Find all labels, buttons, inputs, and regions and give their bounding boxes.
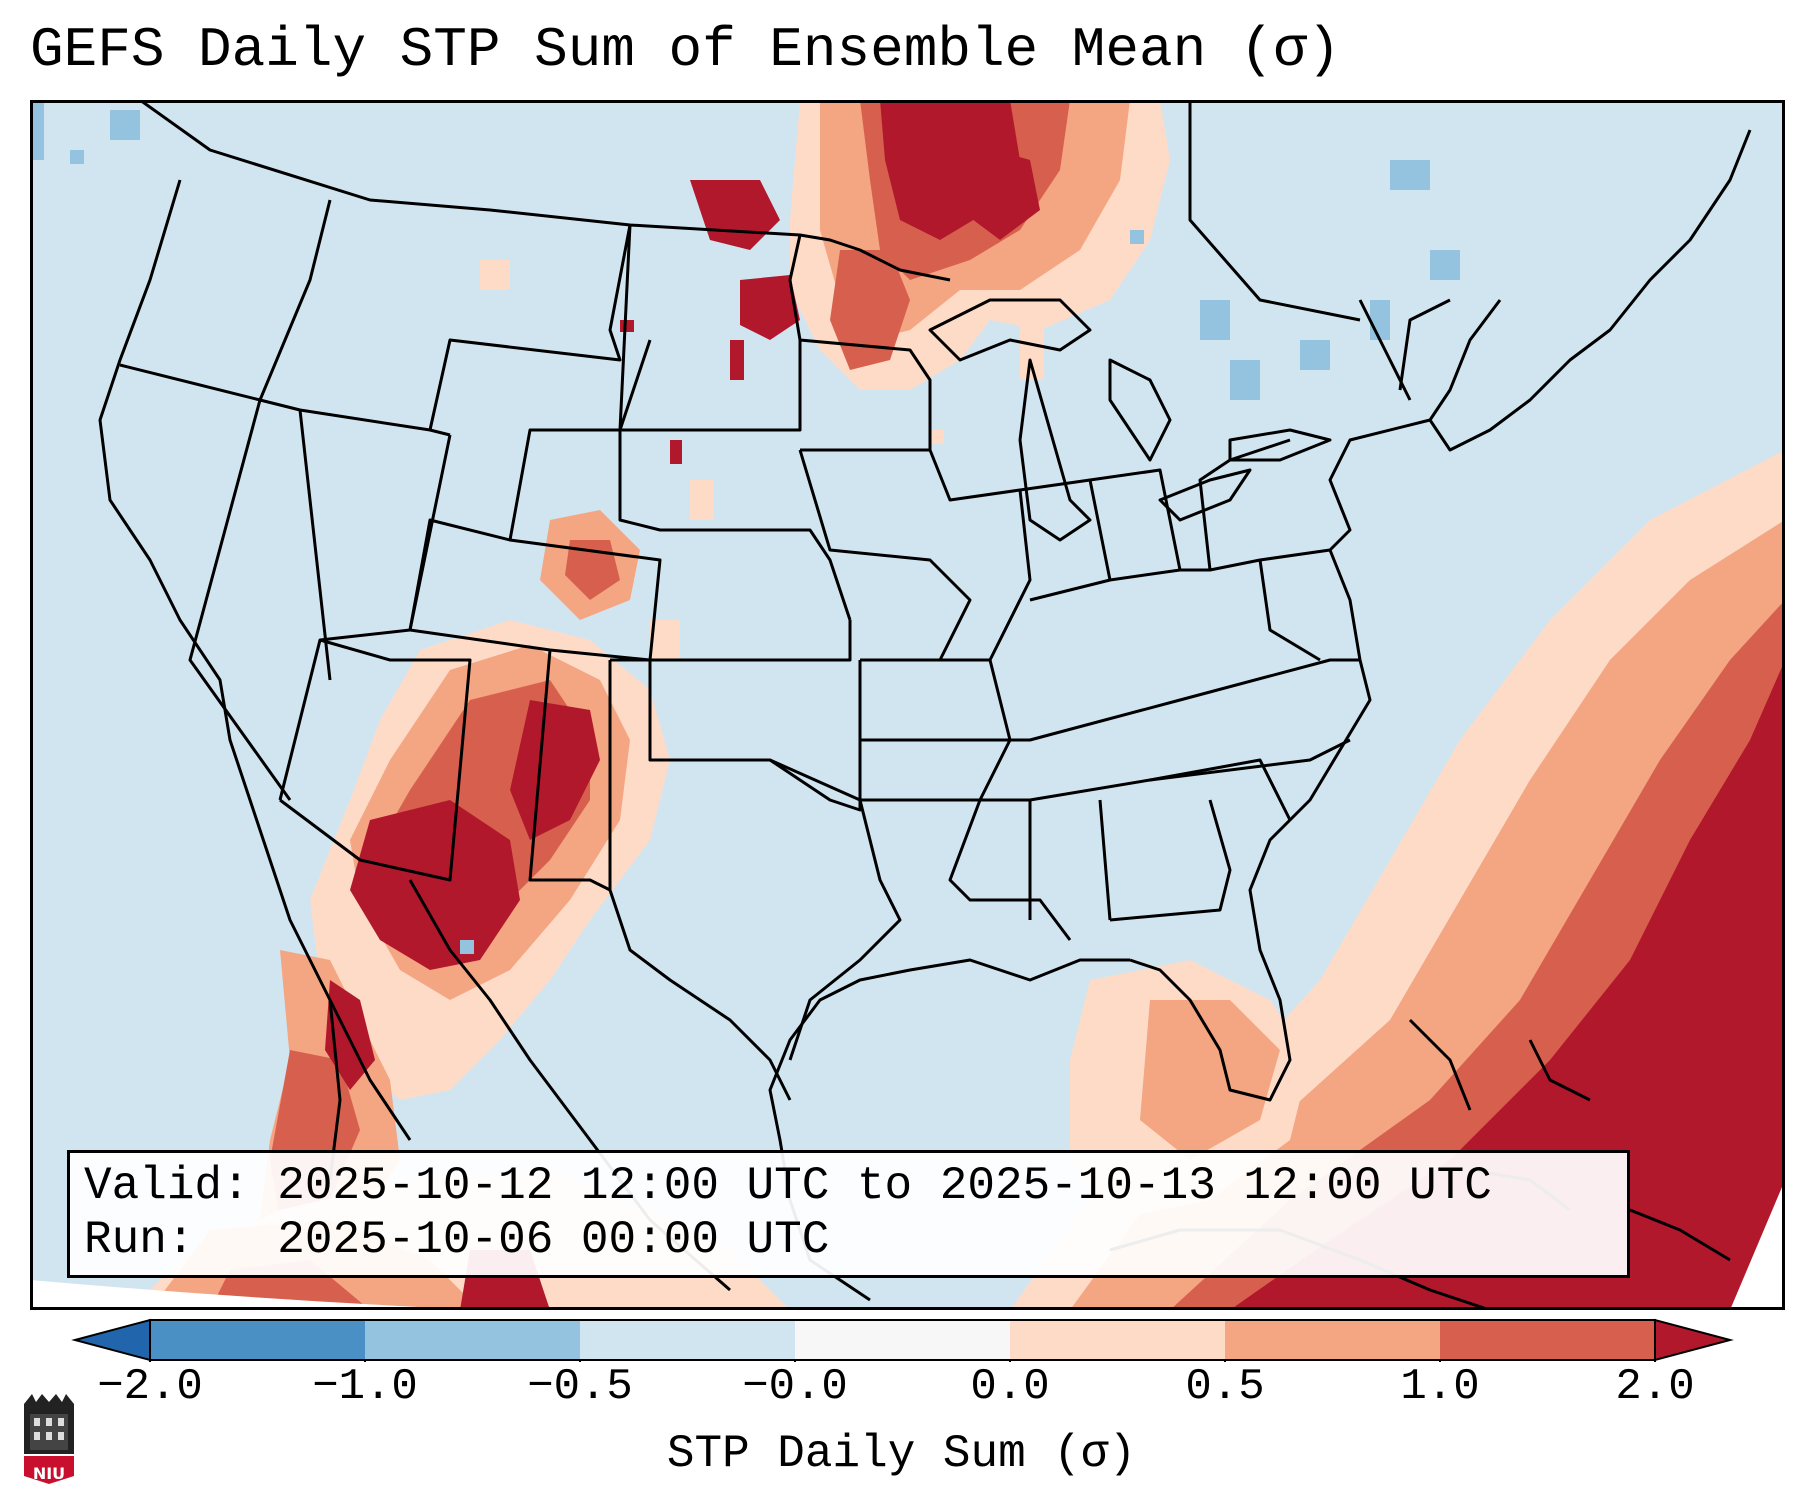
colorbar-label: STP Daily Sum (σ) [666,1428,1137,1480]
colorbar-bin [580,1320,796,1360]
run-row: Run: 2025-10-06 00:00 UTC [84,1213,1613,1267]
central-scatter-stp [480,260,1044,660]
colorbar-over-arrow [1654,1318,1734,1362]
colorbar-frame [149,1319,1656,1361]
colorbar-tick-label: −0.0 [742,1362,848,1412]
colorbar-bin [1010,1320,1226,1360]
valid-row: Valid: 2025-10-12 12:00 UTC to 2025-10-1… [84,1159,1613,1213]
colorbar-tick-label: 1.0 [1400,1362,1480,1412]
colorbar [71,1318,1734,1362]
run-value: 2025-10-06 00:00 UTC [277,1214,830,1266]
northeast-low-stp [30,100,1460,954]
colorbar-tick-label: −0.5 [527,1362,633,1412]
colorbar-tick-label: 2.0 [1615,1362,1695,1412]
colorbar-bin [795,1320,1011,1360]
colorbar-under-arrow [71,1318,151,1362]
colorbar-tick-label: −1.0 [312,1362,418,1412]
niu-logo [24,1394,74,1484]
projection-edge-right [1730,1180,1785,1310]
colorbar-bin [1225,1320,1441,1360]
map-frame [30,100,1785,1310]
valid-value: 2025-10-12 12:00 UTC to 2025-10-13 12:00… [277,1160,1492,1212]
chart-title: GEFS Daily STP Sum of Ensemble Mean (σ) [30,18,1341,82]
colorbar-bin [365,1320,581,1360]
logo-text: NIU [32,1464,66,1483]
valid-run-info-box: Valid: 2025-10-12 12:00 UTC to 2025-10-1… [67,1150,1630,1278]
run-label: Run: [84,1214,195,1266]
colorbar-bin [1440,1320,1656,1360]
northern-plains-stp-field [690,100,1170,390]
colorbar-tick-label: 0.5 [1185,1362,1265,1412]
colorbar-bin [150,1320,366,1360]
stp-map [30,100,1785,1310]
colorbar-tick-label: 0.0 [970,1362,1050,1412]
valid-label: Valid: [84,1160,250,1212]
colorbar-tick-label: −2.0 [97,1362,203,1412]
